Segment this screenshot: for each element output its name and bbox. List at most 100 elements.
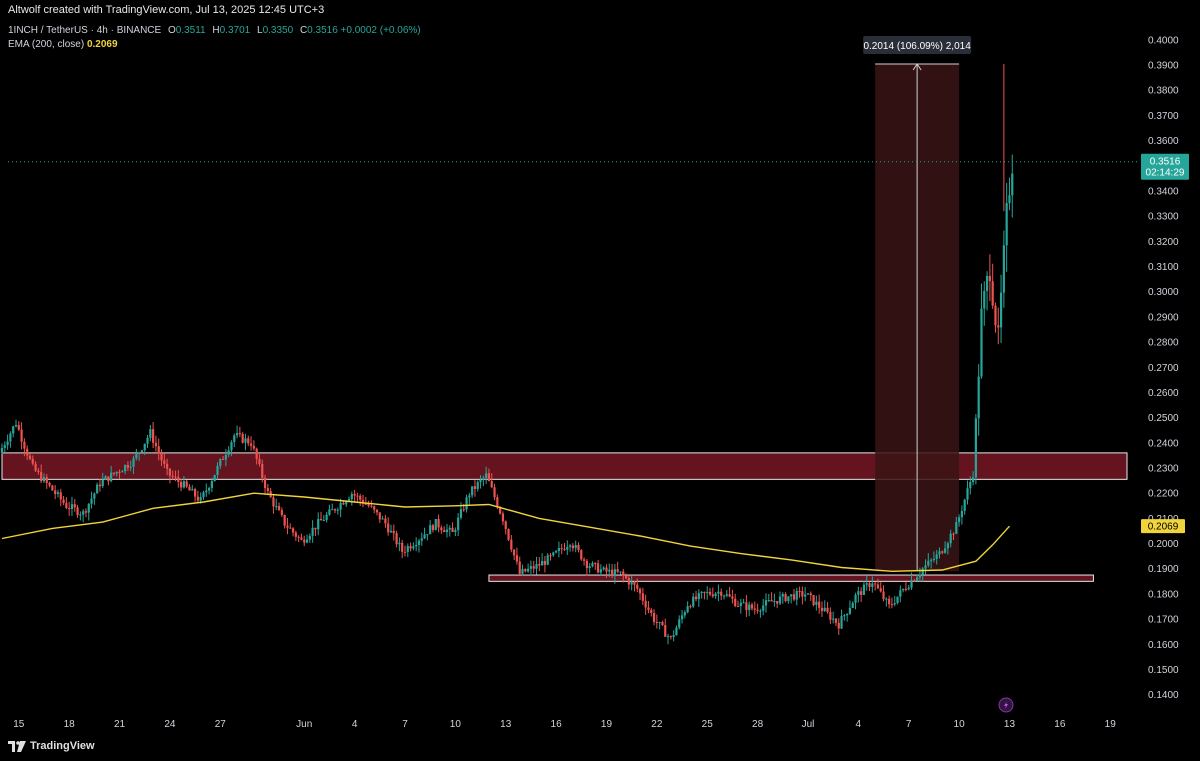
candle-body [23,441,26,449]
candle-body [885,598,888,600]
zone-support[interactable] [488,574,1094,582]
y-tick-label: 0.2900 [1148,312,1179,323]
measure-tool[interactable]: 0.2014 (106.09%) 2,014 [863,36,971,572]
y-tick-label: 0.2300 [1148,464,1179,475]
candle-body [913,580,916,582]
candle-body [445,529,449,533]
candle-body [420,538,423,541]
candle-body [37,470,40,472]
candle-body [971,477,975,483]
candle-body [874,583,877,585]
candle-body [977,376,980,419]
candle-body [98,484,102,487]
candle-body [275,506,278,508]
candle-body [277,506,281,511]
candle-body [68,508,71,510]
measure-arrowhead [912,63,922,71]
candle-body [991,281,994,306]
candle-body [20,429,23,442]
candle-body [375,509,379,513]
candle-body [957,517,961,523]
y-tick-label: 0.1400 [1148,690,1179,701]
candle-body [207,488,211,491]
candle-body [62,499,65,504]
candle-body [14,425,18,427]
candle-body [294,532,297,537]
candle-body [487,473,491,482]
candle-body [720,591,723,596]
x-tick-label: 25 [702,719,714,730]
candle-body [529,566,533,569]
candle-body [728,594,731,597]
candle-body [778,596,782,604]
y-tick-label: 0.3200 [1148,237,1179,248]
candle-body [261,463,264,478]
ema-label[interactable]: EMA (200, close) [8,39,85,50]
candle-body [401,542,404,552]
candle-body [711,594,714,597]
candle-body [454,530,457,533]
candle-body [599,569,602,573]
candle-body [689,606,692,608]
candle-body [93,493,96,499]
candle-body [34,463,37,471]
close-label: C [299,25,308,36]
y-tick-label: 0.3000 [1148,287,1179,298]
candle-body [513,549,516,556]
candle-body [283,514,286,526]
y-tick-label: 0.2700 [1148,363,1179,374]
high-label: H [212,25,220,36]
candle-body [781,594,784,597]
candle-body [518,561,521,574]
candle-body [588,566,591,569]
candle-body [336,509,339,511]
candle-body [412,546,415,549]
candle-body [840,615,843,629]
candle-body [521,568,524,574]
x-tick-label: 16 [551,719,563,730]
candle-body [118,471,121,473]
x-tick-label: Jul [802,719,815,730]
candle-body [440,527,443,531]
candle-body [638,588,642,594]
y-tick-label: 0.2400 [1148,438,1179,449]
candle-body [193,489,197,497]
candle-body [678,619,681,628]
candle-body [297,536,300,538]
candle-body [650,609,653,613]
candle-body [535,564,538,569]
candle-body [952,533,955,535]
candle-body [168,468,172,476]
candle-body [683,612,686,616]
candle-body [501,513,505,522]
x-tick-label: 21 [114,719,126,730]
candle-body [308,535,311,540]
candle-body [157,446,160,454]
candle-body [759,610,762,612]
candle-body [504,521,507,530]
candle-body [585,560,588,569]
candle-body [686,606,689,613]
candle-body [76,507,79,516]
candle-body [345,501,348,505]
y-tick-label: 0.2500 [1148,413,1179,424]
candle-body [448,527,451,530]
candle-body [703,591,706,593]
candle-body [734,598,737,607]
open-value: 0.3511 [175,25,206,36]
candle-body [868,583,871,587]
candle-body [426,534,429,536]
candle-body [73,504,76,508]
lightning-icon[interactable] [998,697,1014,713]
candle-body [543,561,547,565]
candle-body [241,433,244,443]
candle-body [342,502,345,505]
candle-body [610,569,614,577]
x-tick-label: 22 [651,719,663,730]
x-axis[interactable]: 15 18 21 24 27 Jun 4 7 10 13 16 19 22 25 28 Jul 4 7 10 13 16… [13,719,1116,730]
symbol-name[interactable]: 1INCH / TetherUS · 4h · BINANCE [8,25,162,36]
x-tick-label: 19 [1105,719,1117,730]
candle-body [980,308,983,377]
ema-value: 0.2069 [86,39,118,50]
